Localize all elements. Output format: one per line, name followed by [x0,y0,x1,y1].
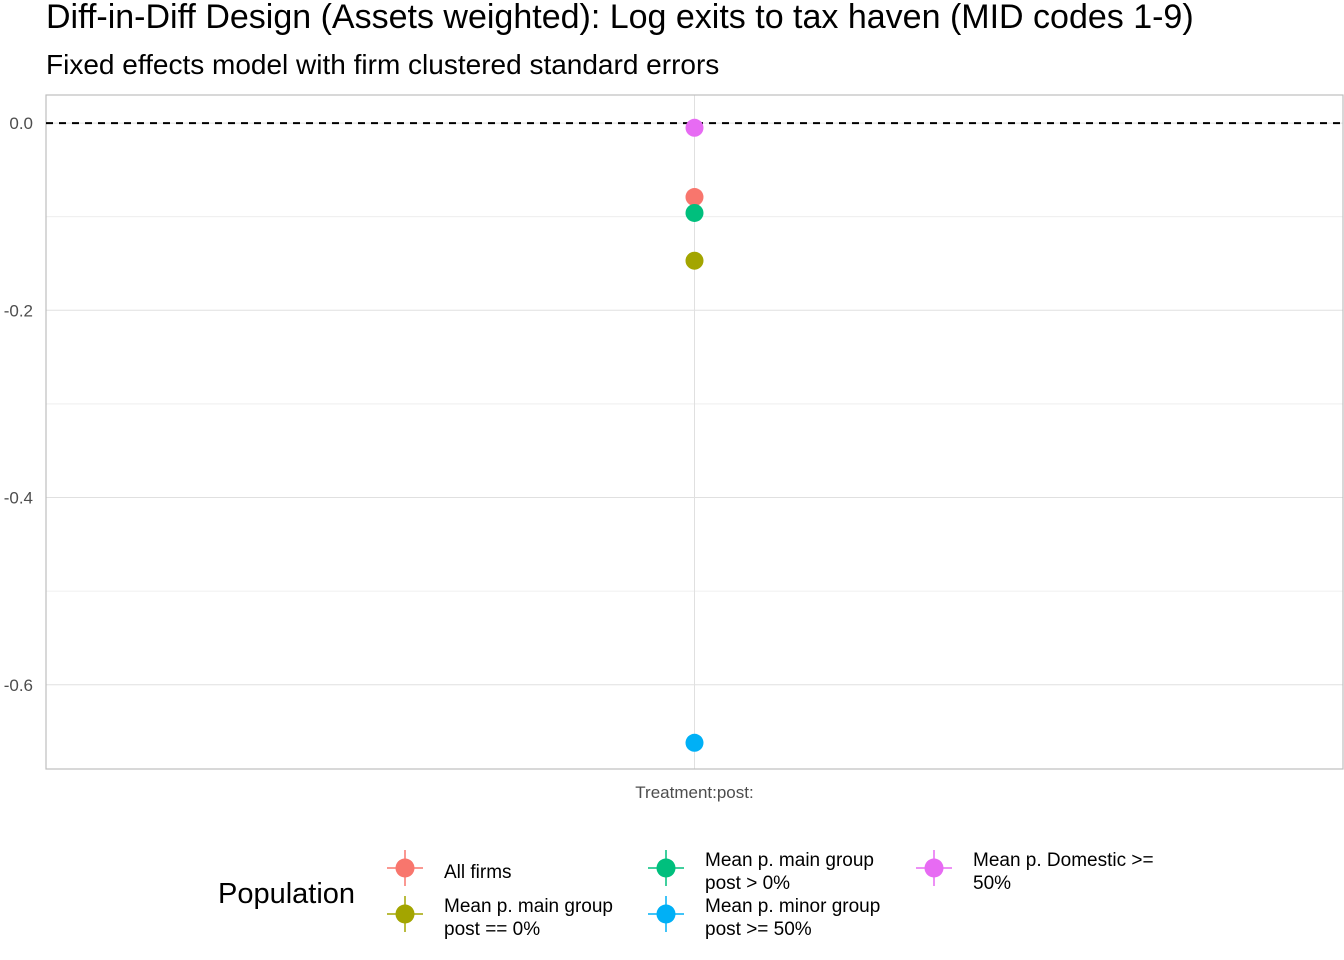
legend-key-point [924,858,944,878]
legend-label-line: post >= 50% [705,919,812,940]
data-point [685,203,704,222]
legend-label-line: Mean p. main group [705,850,874,871]
legend-label-line: Mean p. main group [444,896,613,917]
x-tick-label: Treatment:post: [635,783,753,802]
chart-title: Diff-in-Diff Design (Assets weighted): L… [46,0,1194,36]
legend-key-point [656,858,676,878]
y-tick-label: 0.0 [9,114,33,133]
legend-label-line: 50% [973,873,1011,894]
data-point [685,251,704,270]
legend-item: Mean p. minor group post >= 50% [648,896,880,940]
y-tick-label: -0.6 [4,676,33,695]
legend-key-point [656,904,676,924]
legend-label: All firms [444,862,512,883]
legend-item: Mean p. main group post == 0% [387,896,613,940]
legend-key-point [395,858,415,878]
x-axis: Treatment:post: [635,783,753,802]
legend-label-line: post > 0% [705,873,790,894]
legend-label: Mean p. minor group post >= 50% [705,896,880,940]
panel-border [45,94,1344,770]
legend-item: Mean p. main group post > 0% [648,850,874,894]
legend-label-line: Mean p. Domestic >= [973,850,1154,871]
y-tick-label: -0.4 [4,489,33,508]
legend-label: Mean p. main group post == 0% [444,896,613,940]
data-point [685,188,704,207]
data-points [685,118,704,752]
y-tick-label: -0.2 [4,301,33,320]
legend-label-line: post == 0% [444,919,540,940]
data-point [685,733,704,752]
legend-item: Mean p. Domestic >= 50% [916,850,1154,894]
legend-key-point [395,904,415,924]
legend-title: Population [218,878,355,910]
legend-item: All firms [387,850,512,886]
plot-panel [45,94,1344,770]
legend-label: Mean p. main group post > 0% [705,850,874,894]
chart-subtitle: Fixed effects model with firm clustered … [46,49,719,80]
legend-label-line: Mean p. minor group [705,896,880,917]
legend-label-line: All firms [444,862,512,883]
y-axis: 0.0 -0.2 -0.4 -0.6 [4,114,33,695]
data-point [685,118,704,137]
legend-label: Mean p. Domestic >= 50% [973,850,1154,894]
